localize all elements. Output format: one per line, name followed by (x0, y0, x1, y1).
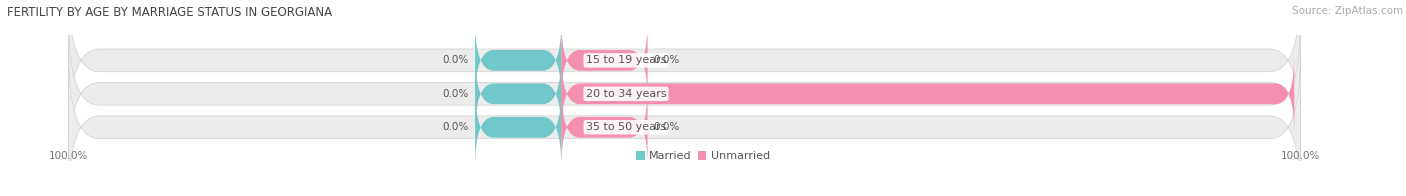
FancyBboxPatch shape (69, 55, 1301, 196)
FancyBboxPatch shape (561, 87, 648, 167)
FancyBboxPatch shape (475, 21, 561, 100)
Text: 0.0%: 0.0% (654, 122, 681, 132)
Text: FERTILITY BY AGE BY MARRIAGE STATUS IN GEORGIANA: FERTILITY BY AGE BY MARRIAGE STATUS IN G… (7, 6, 332, 19)
FancyBboxPatch shape (475, 54, 561, 134)
Text: 0.0%: 0.0% (443, 55, 470, 65)
Text: 15 to 19 years: 15 to 19 years (586, 55, 666, 65)
Text: 100.0%: 100.0% (49, 151, 89, 161)
FancyBboxPatch shape (69, 22, 1301, 166)
FancyBboxPatch shape (561, 54, 1295, 134)
Text: 35 to 50 years: 35 to 50 years (586, 122, 666, 132)
Text: Source: ZipAtlas.com: Source: ZipAtlas.com (1292, 6, 1403, 16)
Text: 0.0%: 0.0% (443, 122, 470, 132)
Text: 20 to 34 years: 20 to 34 years (586, 89, 666, 99)
FancyBboxPatch shape (561, 21, 648, 100)
FancyBboxPatch shape (475, 87, 561, 167)
Text: 0.0%: 0.0% (443, 89, 470, 99)
Text: 0.0%: 0.0% (654, 55, 681, 65)
Text: 100.0%: 100.0% (1281, 151, 1320, 161)
Legend: Married, Unmarried: Married, Unmarried (636, 151, 770, 162)
FancyBboxPatch shape (69, 0, 1301, 133)
